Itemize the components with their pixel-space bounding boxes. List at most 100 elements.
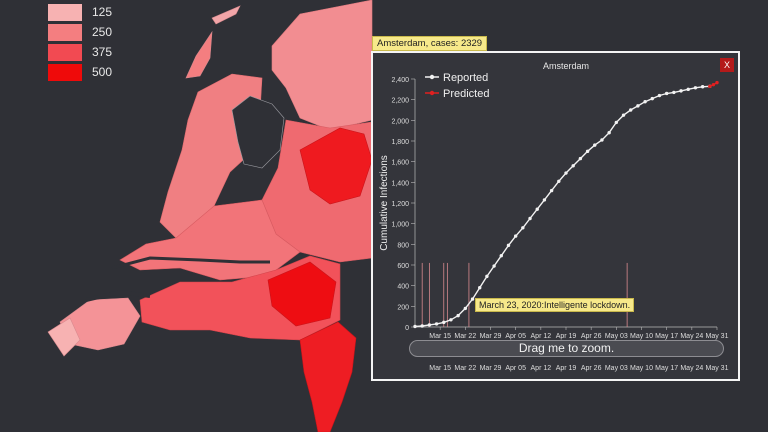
- legend-marker: [429, 90, 435, 96]
- data-point-reported: [672, 90, 676, 95]
- map-region-hotspot-brabant[interactable]: [267, 261, 337, 327]
- data-point-predicted: [708, 84, 712, 89]
- region-tooltip: Amsterdam, cases: 2329: [372, 36, 488, 51]
- zoom-axis-tick-label: May 31: [706, 365, 729, 372]
- legend-swatch: [48, 43, 82, 61]
- y-tick-label: 0: [405, 325, 409, 332]
- zoom-axis-tick-label: May 24: [680, 365, 703, 372]
- chart-legend-label: Predicted: [443, 88, 489, 100]
- data-point-predicted: [715, 80, 719, 85]
- data-point-reported: [485, 274, 489, 279]
- legend-item: 125: [48, 2, 112, 22]
- data-point-reported: [521, 226, 525, 230]
- cumulative-infections-chart: Amsterdam 0 200 400 600 800 1,000 1,200 1,400 1,6…: [379, 61, 729, 372]
- x-tick-label: May 17: [655, 333, 678, 340]
- data-point-reported: [506, 243, 511, 248]
- x-tick-label: May 31: [706, 333, 729, 340]
- map-legend: 125 250 375 500: [48, 2, 112, 82]
- zoom-axis-tick-label: Mar 22: [454, 365, 476, 372]
- x-tick-label: Apr 12: [531, 333, 552, 340]
- map-region-island[interactable]: [211, 5, 241, 25]
- data-point-reported: [478, 286, 482, 290]
- x-tick-label: Mar 22: [454, 333, 476, 340]
- data-point-reported: [456, 313, 460, 318]
- data-point-reported: [549, 188, 554, 193]
- legend-marker: [429, 74, 435, 80]
- map-region-limburg[interactable]: [299, 321, 357, 432]
- map-region-zeeland-south[interactable]: [47, 317, 81, 357]
- legend-label: 500: [92, 65, 113, 79]
- legend-swatch: [48, 23, 82, 41]
- y-tick-label: 1,200: [391, 201, 409, 208]
- legend-item: 375: [48, 42, 112, 62]
- data-point-reported: [449, 318, 453, 322]
- data-point-reported: [607, 131, 611, 135]
- zoom-axis-tick-label: Apr 05: [505, 365, 526, 372]
- zoom-scrubber[interactable]: Drag me to zoom.: [409, 340, 724, 357]
- y-tick-label: 1,000: [391, 222, 409, 229]
- data-point-reported: [434, 322, 439, 326]
- data-point-reported: [470, 297, 475, 301]
- data-point-reported: [427, 323, 432, 327]
- chart-title: Amsterdam: [543, 61, 589, 71]
- zoom-axis-tick-label: Mar 29: [480, 365, 502, 372]
- legend-swatch: [48, 3, 82, 21]
- legend-item: 250: [48, 22, 112, 42]
- data-point-reported: [492, 264, 496, 268]
- x-tick-label: Apr 26: [581, 333, 602, 340]
- map-region-north[interactable]: [271, 0, 373, 131]
- y-tick-label: 2,200: [391, 98, 409, 105]
- data-point-reported: [664, 91, 669, 96]
- map-water-channel: [111, 256, 270, 270]
- data-point-reported: [650, 96, 654, 101]
- x-tick-label: May 03: [605, 333, 628, 340]
- data-point-reported: [578, 156, 583, 161]
- map-region-hotspot-east[interactable]: [299, 127, 373, 205]
- y-axis-label: Cumulative Infections: [379, 155, 390, 251]
- zoom-axis-tick-label: Apr 19: [556, 365, 577, 372]
- data-point-reported: [636, 104, 640, 108]
- zoom-axis-tick-label: May 03: [605, 365, 628, 372]
- legend-label: 375: [92, 45, 113, 59]
- data-point-reported: [693, 86, 698, 90]
- close-button[interactable]: X: [720, 58, 734, 72]
- data-point-reported: [700, 85, 705, 89]
- y-tick-label: 2,000: [391, 118, 409, 125]
- chart-popup: Amsterdam 0 200 400 600 800 1,000 1,200 1,400 1,6…: [371, 51, 740, 381]
- data-point-reported: [621, 113, 626, 117]
- x-tick-label: Mar 15: [429, 333, 451, 340]
- x-tick-label: Apr 19: [556, 333, 577, 340]
- y-tick-label: 200: [397, 304, 409, 311]
- y-tick-label: 600: [397, 263, 409, 270]
- zoom-axis-tick-label: Apr 12: [531, 365, 552, 372]
- data-point-reported: [643, 100, 647, 104]
- map-region-lake: [231, 95, 285, 169]
- data-point-reported: [499, 254, 503, 258]
- data-point-reported: [463, 306, 468, 311]
- y-tick-label: 2,400: [391, 77, 409, 84]
- zoom-axis-tick-label: Apr 26: [581, 365, 602, 372]
- data-point-reported: [535, 207, 539, 211]
- map-region-island[interactable]: [185, 30, 213, 79]
- data-point-reported: [542, 198, 547, 202]
- x-tick-label: Apr 05: [505, 333, 526, 340]
- data-point-reported: [442, 320, 446, 325]
- y-tick-label: 1,800: [391, 139, 409, 146]
- data-point-reported: [614, 120, 619, 125]
- legend-label: 125: [92, 5, 113, 19]
- data-point-reported: [657, 93, 662, 98]
- data-point-reported: [686, 87, 690, 92]
- series-line-reported: [414, 85, 710, 328]
- chart-legend-label: Reported: [443, 72, 488, 84]
- data-point-reported: [420, 324, 424, 328]
- y-tick-label: 1,400: [391, 180, 409, 187]
- zoom-axis-tick-label: Mar 15: [429, 365, 451, 372]
- legend-label: 250: [92, 25, 113, 39]
- data-point-reported: [600, 138, 604, 142]
- data-point-reported: [585, 149, 590, 154]
- data-point-reported: [528, 216, 532, 221]
- data-point-reported: [413, 324, 417, 329]
- map-water-channel: [85, 289, 151, 302]
- data-point-reported: [593, 143, 597, 147]
